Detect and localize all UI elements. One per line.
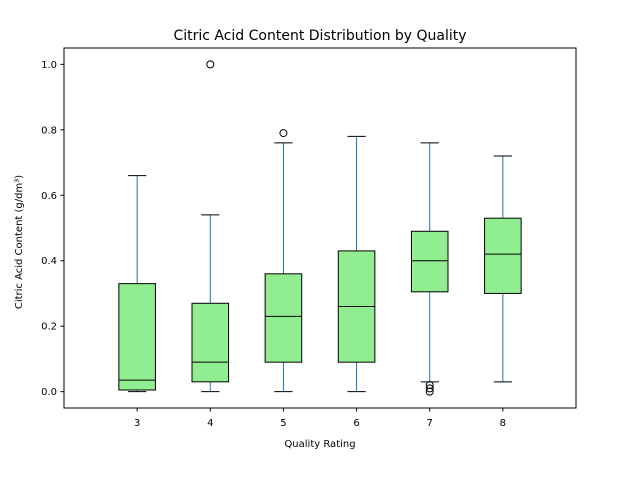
box (484, 217, 522, 294)
box (264, 273, 303, 363)
y-tick-label: 0.8 (41, 125, 57, 136)
outlier-point (206, 60, 215, 69)
x-tick-label: 3 (134, 418, 140, 429)
x-tick-label: 6 (353, 418, 359, 429)
y-tick-label: 0.2 (41, 322, 57, 333)
y-tick-label: 0.4 (41, 256, 57, 267)
x-tick-label: 4 (207, 418, 213, 429)
plot-area (118, 60, 522, 396)
outlier-point (279, 129, 288, 138)
outlier-point (425, 384, 434, 393)
box-group-3 (118, 175, 156, 393)
box-group-8 (484, 155, 522, 383)
x-axis-label: Quality Rating (284, 439, 355, 450)
y-axis-ticks: 0.0 0.2 0.4 0.6 0.8 1.0 (41, 60, 64, 398)
chart-title: Citric Acid Content Distribution by Qual… (173, 28, 466, 44)
box (410, 230, 449, 293)
box-group-4 (191, 60, 230, 393)
box-group-5 (264, 129, 303, 393)
x-tick-label: 8 (500, 418, 506, 429)
box-group-6 (337, 135, 376, 393)
y-axis-label: Citric Acid Content (g/dm³) (14, 175, 25, 309)
box (191, 302, 230, 383)
x-axis-ticks: 3 4 5 6 7 8 (134, 408, 506, 429)
y-tick-label: 0.6 (41, 191, 57, 202)
y-tick-label: 0.0 (41, 387, 57, 398)
x-tick-label: 7 (427, 418, 433, 429)
plot-frame (63, 47, 577, 409)
x-tick-label: 5 (280, 418, 286, 429)
box (118, 283, 156, 391)
box-group-7 (410, 142, 449, 396)
outlier-point (425, 381, 434, 390)
y-tick-label: 1.0 (41, 60, 57, 71)
